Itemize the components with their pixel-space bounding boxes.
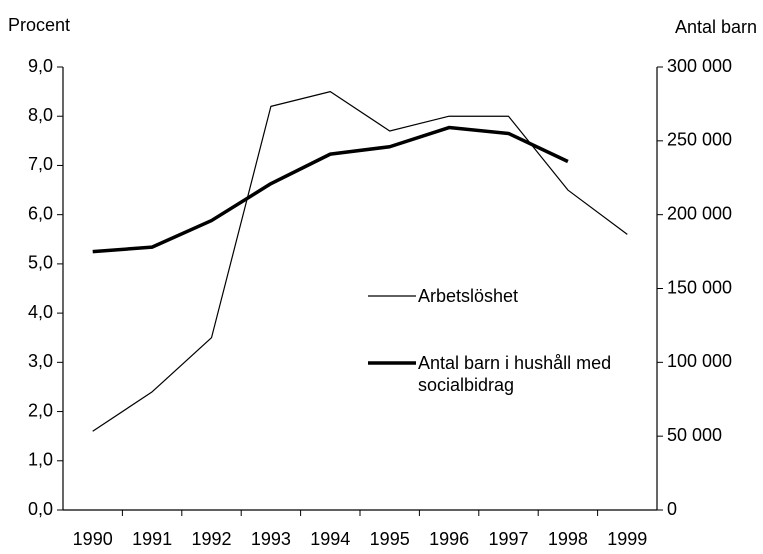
y2-tick-label: 0 bbox=[667, 499, 677, 519]
y2-tick-label: 250 000 bbox=[667, 130, 732, 150]
y2-tick-label: 300 000 bbox=[667, 56, 732, 76]
y-tick-label: 2,0 bbox=[28, 400, 53, 420]
y-tick-label: 7,0 bbox=[28, 154, 53, 174]
y-tick-label: 9,0 bbox=[28, 56, 53, 76]
x-tick-label: 1992 bbox=[191, 529, 231, 549]
y-tick-label: 0,0 bbox=[28, 499, 53, 519]
x-tick-label: 1995 bbox=[370, 529, 410, 549]
x-tick-label: 1991 bbox=[132, 529, 172, 549]
y2-tick-label: 100 000 bbox=[667, 351, 732, 371]
series-line bbox=[92, 91, 628, 432]
y2-tick-label: 200 000 bbox=[667, 203, 732, 223]
y-tick-label: 8,0 bbox=[28, 105, 53, 125]
y-tick-label: 3,0 bbox=[28, 351, 53, 371]
x-tick-label: 1993 bbox=[251, 529, 291, 549]
y-tick-label: 4,0 bbox=[28, 302, 53, 322]
y2-tick-label: 150 000 bbox=[667, 277, 732, 297]
x-tick-label: 1994 bbox=[310, 529, 350, 549]
legend-label: Antal barn i hushåll med socialbidrag bbox=[418, 353, 612, 395]
y-tick-label: 5,0 bbox=[28, 253, 53, 273]
x-tick-label: 1997 bbox=[488, 529, 528, 549]
y-axis-label: Procent bbox=[8, 15, 70, 35]
y2-tick-label: 50 000 bbox=[667, 425, 722, 445]
y-tick-label: 6,0 bbox=[28, 203, 53, 223]
x-tick-label: 1996 bbox=[429, 529, 469, 549]
y2-axis-label: Antal barn bbox=[675, 17, 757, 37]
x-tick-label: 1998 bbox=[548, 529, 588, 549]
x-tick-label: 1999 bbox=[607, 529, 647, 549]
series-line bbox=[92, 125, 569, 254]
x-tick-label: 1990 bbox=[73, 529, 113, 549]
y-tick-label: 1,0 bbox=[28, 450, 53, 470]
legend-label: Arbetslöshet bbox=[418, 286, 519, 306]
